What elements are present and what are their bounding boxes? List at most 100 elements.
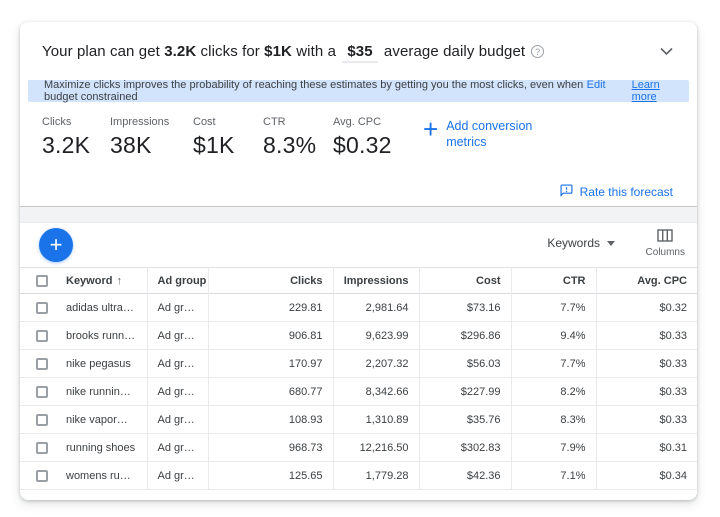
metric-impressions: Impressions 38K — [110, 116, 169, 159]
metric-value: 3.2K — [42, 132, 91, 158]
plus-icon: + — [423, 114, 439, 144]
ad-group-cell: Ad group 1 — [147, 405, 209, 434]
learn-more-link[interactable]: Learn more — [631, 79, 660, 103]
edit-link[interactable]: Edit — [586, 79, 606, 91]
row-checkbox[interactable] — [36, 357, 48, 370]
ctr-cell: 8.2% — [511, 377, 597, 406]
metric-value: $0.32 — [333, 132, 392, 158]
cost-cell: $35.76 — [419, 405, 512, 434]
forecast-metrics: Clicks 3.2K Impressions 38K Cost $1K CTR… — [20, 102, 697, 178]
ctr-cell: 7.7% — [511, 293, 597, 322]
rate-forecast-label: Rate this forecast — [579, 185, 673, 199]
row-checkbox[interactable] — [36, 413, 48, 426]
add-conversion-label: Add conversion metrics — [446, 119, 533, 149]
column-header-cost[interactable]: Cost — [419, 267, 512, 294]
title-suffix: average daily budget — [379, 42, 526, 60]
column-header-ctr[interactable]: CTR — [511, 267, 597, 294]
metric-label: Avg. CPC — [333, 116, 382, 128]
avg-cpc-cell: $0.31 — [659, 441, 687, 454]
daily-budget-editable[interactable]: $35 — [342, 42, 378, 63]
columns-label: Columns — [645, 247, 685, 258]
keyword-cell: running shoes — [56, 433, 148, 462]
row-checkbox[interactable] — [36, 329, 48, 342]
ctr-cell: 7.9% — [511, 433, 597, 462]
table-row: brooks running shoes Ad group 1 906.81 9… — [20, 321, 697, 350]
sort-ascending-icon: ↑ — [116, 274, 122, 287]
column-header-avg-cpc[interactable]: Avg. CPC — [637, 274, 687, 287]
table-header-row: Keyword ↑ Ad group Clicks Impressions Cos… — [20, 267, 697, 294]
title-cost-value: $1K — [264, 42, 292, 60]
avg-cpc-cell: $0.32 — [659, 301, 687, 314]
table-row: womens running shoes Ad group 1 125.65 1… — [20, 461, 697, 490]
metric-label: Impressions — [110, 116, 170, 128]
metric-cost: Cost $1K — [193, 116, 235, 159]
banner-links: Edit Learn more — [587, 79, 673, 103]
metric-avg-cpc: Avg. CPC $0.32 — [333, 116, 392, 159]
table-row: adidas ultra boost Ad group 1 229.81 2,9… — [20, 293, 697, 322]
impressions-cell: 1,779.28 — [333, 461, 420, 490]
clicks-cell: 170.97 — [208, 349, 334, 378]
keyword-cell: adidas ultra boost — [56, 293, 148, 322]
chevron-down-icon — [660, 44, 673, 59]
column-header-clicks[interactable]: Clicks — [208, 267, 334, 294]
help-icon[interactable]: ? — [531, 45, 545, 58]
cost-cell: $56.03 — [419, 349, 512, 378]
table-toolbar: + Keywords Columns — [20, 223, 697, 267]
ctr-cell: 7.7% — [511, 349, 597, 378]
forecast-card: Your plan can get 3.2K clicks for $1K wi… — [20, 22, 697, 500]
page-title: Your plan can get 3.2K clicks for $1K wi… — [42, 42, 545, 63]
clicks-cell: 968.73 — [208, 433, 334, 462]
keywords-dropdown[interactable]: Keywords — [547, 236, 615, 250]
column-header-ad-group[interactable]: Ad group — [147, 267, 209, 294]
cost-cell: $73.16 — [419, 293, 512, 322]
metric-clicks: Clicks 3.2K — [42, 116, 90, 159]
metric-value: 38K — [110, 132, 152, 158]
avg-cpc-cell: $0.34 — [659, 469, 687, 482]
metric-label: CTR — [263, 116, 286, 128]
metric-value: 8.3% — [263, 132, 317, 158]
rate-forecast-row: Rate this forecast — [20, 178, 697, 206]
clicks-cell: 906.81 — [208, 321, 334, 350]
ad-group-cell: Ad group 1 — [147, 321, 209, 350]
columns-button[interactable]: Columns — [646, 229, 685, 258]
title-mid1: clicks for — [196, 42, 265, 60]
ctr-cell: 9.4% — [511, 321, 597, 350]
column-header-impressions[interactable]: Impressions — [333, 267, 420, 294]
avg-cpc-cell: $0.33 — [659, 357, 687, 370]
row-checkbox[interactable] — [36, 385, 48, 398]
add-keyword-button[interactable]: + — [39, 228, 73, 262]
impressions-cell: 12,216.50 — [333, 433, 420, 462]
table-row: running shoes Ad group 1 968.73 12,216.5… — [20, 433, 697, 462]
metric-label: Cost — [193, 116, 216, 128]
table-row: nike pegasus Ad group 1 170.97 2,207.32 … — [20, 349, 697, 378]
add-conversion-metrics-button[interactable]: + Add conversion metrics — [423, 116, 563, 150]
impressions-cell: 9,623.99 — [333, 321, 420, 350]
clicks-cell: 229.81 — [208, 293, 334, 322]
columns-icon — [657, 229, 673, 245]
row-checkbox[interactable] — [36, 469, 48, 482]
rate-this-forecast-button[interactable]: Rate this forecast — [560, 184, 673, 200]
collapse-panel-button[interactable] — [656, 40, 677, 63]
keywords-table: Keyword ↑ Ad group Clicks Impressions Cos… — [20, 267, 697, 490]
avg-cpc-cell: $0.33 — [659, 329, 687, 342]
clicks-cell: 680.77 — [208, 377, 334, 406]
ctr-cell: 8.3% — [511, 405, 597, 434]
ad-group-cell: Ad group 1 — [147, 293, 209, 322]
ad-group-cell: Ad group 1 — [147, 349, 209, 378]
table-row: nike running shoes Ad group 1 680.77 8,3… — [20, 377, 697, 406]
title-prefix: Your plan can get — [42, 42, 165, 60]
select-all-checkbox[interactable] — [36, 274, 48, 287]
keyword-cell: nike vapormax — [56, 405, 148, 434]
impressions-cell: 2,981.64 — [333, 293, 420, 322]
title-mid2: with a — [291, 42, 341, 60]
column-header-keyword[interactable]: Keyword ↑ — [56, 267, 148, 294]
banner-message: Maximize clicks improves the probability… — [44, 79, 584, 103]
row-checkbox[interactable] — [36, 441, 48, 454]
keyword-cell: womens running shoes — [56, 461, 148, 490]
impressions-cell: 2,207.32 — [333, 349, 420, 378]
keyword-cell: nike pegasus — [56, 349, 148, 378]
row-checkbox[interactable] — [36, 301, 48, 314]
ad-group-cell: Ad group 1 — [147, 433, 209, 462]
keyword-cell: brooks running shoes — [56, 321, 148, 350]
metric-label: Clicks — [42, 116, 72, 128]
